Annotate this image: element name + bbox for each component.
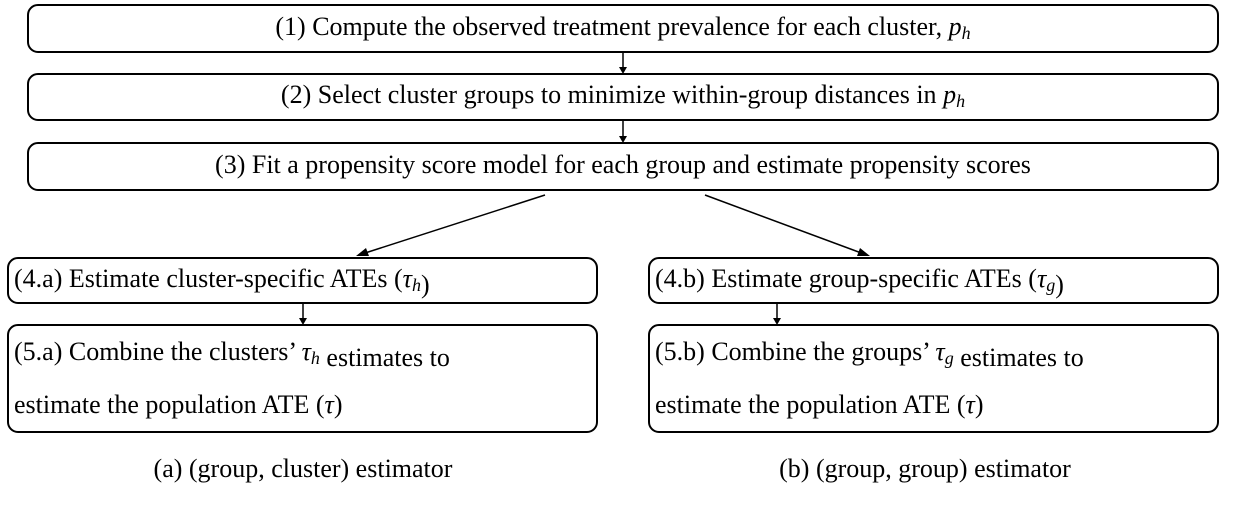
node-box <box>648 257 1219 304</box>
label-text: ) <box>334 390 343 419</box>
node-label: estimate the population ATE (τ) <box>14 390 342 419</box>
label-text: estimate the population ATE ( <box>655 390 966 419</box>
label-text: (5.b) Combine the groups’ <box>655 337 935 366</box>
math-subscript: h <box>956 91 965 111</box>
arrow-head <box>619 67 627 74</box>
label-text: (4.a) Estimate cluster-specific ATEs ( <box>14 264 403 293</box>
label-text: ) <box>421 270 430 299</box>
label-text: (5.a) Combine the clusters’ <box>14 337 302 366</box>
label-text: ) <box>975 390 984 419</box>
math-subscript: h <box>412 275 421 295</box>
label-text: estimates to <box>320 343 450 372</box>
math-subscript: h <box>311 348 320 368</box>
node-label: (2) Select cluster groups to minimize wi… <box>281 80 965 111</box>
arrow-head <box>773 318 781 325</box>
arrow-head <box>356 248 369 256</box>
node-label: (4.a) Estimate cluster-specific ATEs (τh… <box>14 264 430 299</box>
math-symbol: τ <box>1037 264 1048 293</box>
label-text: estimates to <box>954 343 1084 372</box>
label-text: (2) Select cluster groups to minimize wi… <box>281 80 943 109</box>
label-text: (1) Compute the observed treatment preva… <box>275 12 948 41</box>
label-text: (3) Fit a propensity score model for eac… <box>215 150 1031 179</box>
node-box <box>7 324 598 433</box>
caption: (b) (group, group) estimator <box>779 454 1071 483</box>
math-subscript: h <box>962 23 971 43</box>
math-symbol: τ <box>403 264 414 293</box>
arrow <box>361 194 546 255</box>
node-label: (3) Fit a propensity score model for eac… <box>215 150 1031 179</box>
arrow-head <box>857 248 870 256</box>
label-text: estimate the population ATE ( <box>14 390 325 419</box>
math-symbol: τ <box>935 337 946 366</box>
node-label: estimate the population ATE (τ) <box>655 390 983 419</box>
math-symbol: p <box>947 12 962 41</box>
arrows <box>299 52 870 325</box>
math-subscript: g <box>945 348 954 368</box>
node-label: (4.b) Estimate group-specific ATEs (τg) <box>655 264 1064 299</box>
math-symbol: τ <box>325 390 336 419</box>
math-symbol: τ <box>302 337 313 366</box>
math-subscript: g <box>1046 275 1055 295</box>
label-text: ) <box>1055 270 1064 299</box>
arrow-head <box>619 136 627 143</box>
node-label: (5.b) Combine the groups’ τg estimates t… <box>655 337 1084 372</box>
node-box <box>648 324 1219 433</box>
math-symbol: τ <box>966 390 977 419</box>
caption: (a) (group, cluster) estimator <box>154 454 453 483</box>
node-label: (5.a) Combine the clusters’ τh estimates… <box>14 337 450 372</box>
label-text: (4.b) Estimate group-specific ATEs ( <box>655 264 1037 293</box>
math-symbol: p <box>941 80 956 109</box>
node-label: (1) Compute the observed treatment preva… <box>275 12 970 43</box>
arrow <box>704 194 865 255</box>
arrow-head <box>299 318 307 325</box>
